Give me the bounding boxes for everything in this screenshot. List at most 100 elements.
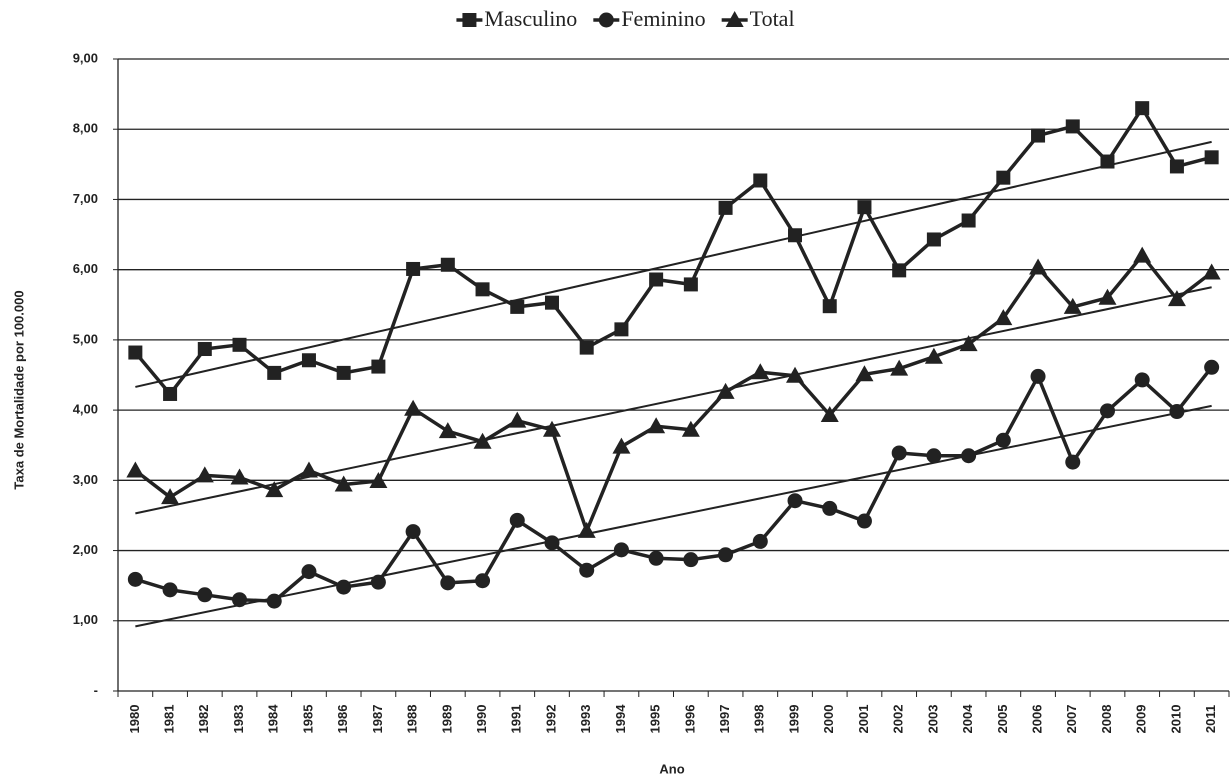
x-tick-label: 1981 <box>162 705 177 734</box>
marker <box>510 299 525 314</box>
x-tick-label: 1997 <box>717 705 732 734</box>
marker <box>1065 119 1080 134</box>
marker <box>752 533 768 549</box>
x-tick-label: 1986 <box>335 705 350 734</box>
marker <box>1065 454 1081 470</box>
marker <box>404 399 423 416</box>
marker <box>1204 150 1219 165</box>
marker <box>647 417 666 434</box>
x-tick-label: 2010 <box>1168 705 1183 734</box>
marker <box>1098 288 1117 305</box>
marker <box>959 335 978 352</box>
marker <box>725 11 744 27</box>
marker <box>1031 128 1046 143</box>
marker <box>1063 297 1082 314</box>
y-tick-label: 3,00 <box>73 472 98 487</box>
y-tick-label: 5,00 <box>73 331 98 346</box>
marker <box>716 382 735 399</box>
x-tick-label: 1983 <box>231 705 246 734</box>
y-tick-label: 7,00 <box>73 191 98 206</box>
marker <box>995 432 1011 448</box>
x-tick-label: 2006 <box>1029 705 1044 734</box>
legend-label: Feminino <box>621 6 705 31</box>
x-tick-label: 1992 <box>543 705 558 734</box>
x-tick-label: 1998 <box>752 705 767 734</box>
marker <box>683 277 698 292</box>
marker <box>856 513 872 529</box>
x-tick-label: 1996 <box>682 705 697 734</box>
series-line <box>134 366 1214 603</box>
x-tick-label: 2009 <box>1134 705 1149 734</box>
marker <box>301 353 316 368</box>
marker <box>195 466 214 483</box>
marker <box>613 542 629 558</box>
x-tick-label: 2005 <box>995 705 1010 734</box>
x-tick-label: 1995 <box>648 705 663 734</box>
marker <box>542 420 561 437</box>
marker <box>265 481 284 498</box>
marker <box>961 448 977 464</box>
y-tick-label: 1,00 <box>73 612 98 627</box>
marker <box>475 573 491 589</box>
x-axis-title: Ano <box>659 761 684 776</box>
marker <box>857 200 872 215</box>
marker <box>475 282 490 297</box>
marker <box>230 468 249 485</box>
x-tick-label: 1999 <box>786 705 801 734</box>
marker <box>473 432 492 449</box>
marker <box>405 524 421 540</box>
legend: Masculino Feminino Total <box>456 6 795 31</box>
x-tick-label: 2007 <box>1064 705 1079 734</box>
legend-label: Total <box>750 6 795 31</box>
marker <box>1030 368 1046 384</box>
marker <box>1167 290 1186 307</box>
y-tick-label: 2,00 <box>73 542 98 557</box>
marker <box>336 365 351 380</box>
marker <box>336 579 352 595</box>
x-tick-label: 1994 <box>613 704 628 734</box>
marker <box>544 535 560 551</box>
marker <box>598 12 614 28</box>
marker <box>892 263 907 278</box>
x-tick-label: 2001 <box>856 705 871 734</box>
marker <box>334 475 353 492</box>
marker <box>266 593 282 609</box>
marker <box>462 13 477 27</box>
marker <box>820 406 839 423</box>
marker <box>1134 372 1150 388</box>
x-tick-label: 2000 <box>821 705 836 734</box>
marker <box>544 295 559 310</box>
marker <box>718 200 733 215</box>
marker <box>371 359 386 374</box>
x-tick-label: 2004 <box>960 704 975 734</box>
marker <box>648 550 664 566</box>
marker <box>753 173 768 188</box>
x-tick-label: 2011 <box>1203 705 1218 733</box>
x-tick-label: 1989 <box>439 705 454 734</box>
marker <box>1169 159 1184 174</box>
marker <box>232 592 248 608</box>
x-tick-label: 1987 <box>370 705 385 734</box>
marker <box>232 337 247 352</box>
marker <box>822 500 838 516</box>
x-tick-label: 1985 <box>300 705 315 734</box>
marker <box>751 363 770 380</box>
marker <box>788 228 803 243</box>
marker <box>370 574 386 590</box>
marker <box>579 562 595 578</box>
y-axis-title: Taxa de Mortalidade por 100.000 <box>11 290 26 489</box>
marker <box>161 488 180 505</box>
marker <box>683 552 699 568</box>
marker <box>509 512 525 528</box>
marker <box>577 521 596 538</box>
trend-line <box>135 140 1212 388</box>
marker <box>994 309 1013 326</box>
marker <box>822 299 837 314</box>
marker <box>787 493 803 509</box>
marker <box>440 257 455 272</box>
marker <box>1029 258 1048 275</box>
marker <box>579 340 594 355</box>
marker <box>926 232 941 247</box>
x-tick-label: 2002 <box>891 705 906 734</box>
